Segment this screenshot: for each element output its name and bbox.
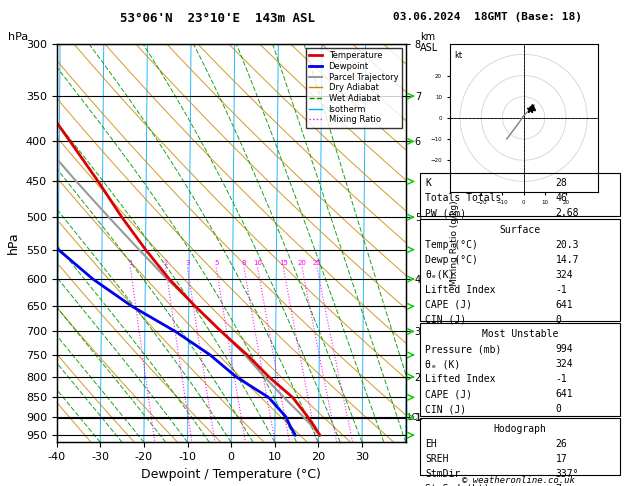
Text: 324: 324: [555, 270, 573, 280]
Text: SREH: SREH: [425, 454, 448, 464]
Text: Hodograph: Hodograph: [494, 424, 547, 434]
Text: Most Unstable: Most Unstable: [482, 329, 559, 339]
Text: StmDir: StmDir: [425, 469, 460, 479]
Text: 641: 641: [555, 389, 573, 399]
Text: 5: 5: [214, 260, 218, 266]
Text: PW (cm): PW (cm): [425, 208, 466, 219]
Text: CIN (J): CIN (J): [425, 404, 466, 415]
Text: Mixing Ratio (g/kg): Mixing Ratio (g/kg): [450, 200, 459, 286]
Text: hPa: hPa: [8, 32, 28, 42]
X-axis label: Dewpoint / Temperature (°C): Dewpoint / Temperature (°C): [142, 468, 321, 481]
Text: Lifted Index: Lifted Index: [425, 374, 496, 384]
Y-axis label: hPa: hPa: [7, 232, 20, 254]
Text: 03.06.2024  18GMT (Base: 18): 03.06.2024 18GMT (Base: 18): [393, 12, 582, 22]
Text: θₑ(K): θₑ(K): [425, 270, 455, 280]
Text: 7: 7: [555, 484, 561, 486]
Text: kt: kt: [454, 51, 462, 60]
Text: 53°06'N  23°10'E  143m ASL: 53°06'N 23°10'E 143m ASL: [120, 12, 314, 25]
Text: 15: 15: [279, 260, 288, 266]
Text: © weatheronline.co.uk: © weatheronline.co.uk: [462, 475, 576, 485]
Text: Temp (°C): Temp (°C): [425, 240, 478, 250]
Legend: Temperature, Dewpoint, Parcel Trajectory, Dry Adiabat, Wet Adiabat, Isotherm, Mi: Temperature, Dewpoint, Parcel Trajectory…: [306, 48, 401, 127]
Text: 25: 25: [313, 260, 321, 266]
Text: 26: 26: [555, 439, 567, 449]
Text: -1: -1: [555, 374, 567, 384]
Text: 1: 1: [128, 260, 133, 266]
Text: -1: -1: [555, 285, 567, 295]
Text: 324: 324: [555, 359, 573, 369]
Text: CIN (J): CIN (J): [425, 315, 466, 325]
Text: 994: 994: [555, 344, 573, 354]
Text: 28: 28: [555, 178, 567, 189]
Text: Dewp (°C): Dewp (°C): [425, 255, 478, 265]
Text: 17: 17: [555, 454, 567, 464]
Text: Lifted Index: Lifted Index: [425, 285, 496, 295]
Text: LCL: LCL: [407, 413, 422, 422]
Text: 20.3: 20.3: [555, 240, 579, 250]
Text: CAPE (J): CAPE (J): [425, 389, 472, 399]
Text: 0: 0: [555, 315, 561, 325]
Text: 0: 0: [555, 404, 561, 415]
Text: StmSpd (kt): StmSpd (kt): [425, 484, 490, 486]
Text: K: K: [425, 178, 431, 189]
Text: 14.7: 14.7: [555, 255, 579, 265]
Text: θₑ (K): θₑ (K): [425, 359, 460, 369]
Text: 2.68: 2.68: [555, 208, 579, 219]
Text: 20: 20: [298, 260, 306, 266]
Text: 8: 8: [242, 260, 247, 266]
Text: 641: 641: [555, 300, 573, 310]
Text: 46: 46: [555, 193, 567, 204]
Text: 2: 2: [164, 260, 168, 266]
Text: 10: 10: [253, 260, 262, 266]
Text: EH: EH: [425, 439, 437, 449]
Text: Surface: Surface: [499, 225, 541, 235]
Text: 3: 3: [185, 260, 190, 266]
Text: Totals Totals: Totals Totals: [425, 193, 501, 204]
Text: km
ASL: km ASL: [420, 32, 438, 53]
Text: CAPE (J): CAPE (J): [425, 300, 472, 310]
Text: Pressure (mb): Pressure (mb): [425, 344, 501, 354]
Text: 337°: 337°: [555, 469, 579, 479]
